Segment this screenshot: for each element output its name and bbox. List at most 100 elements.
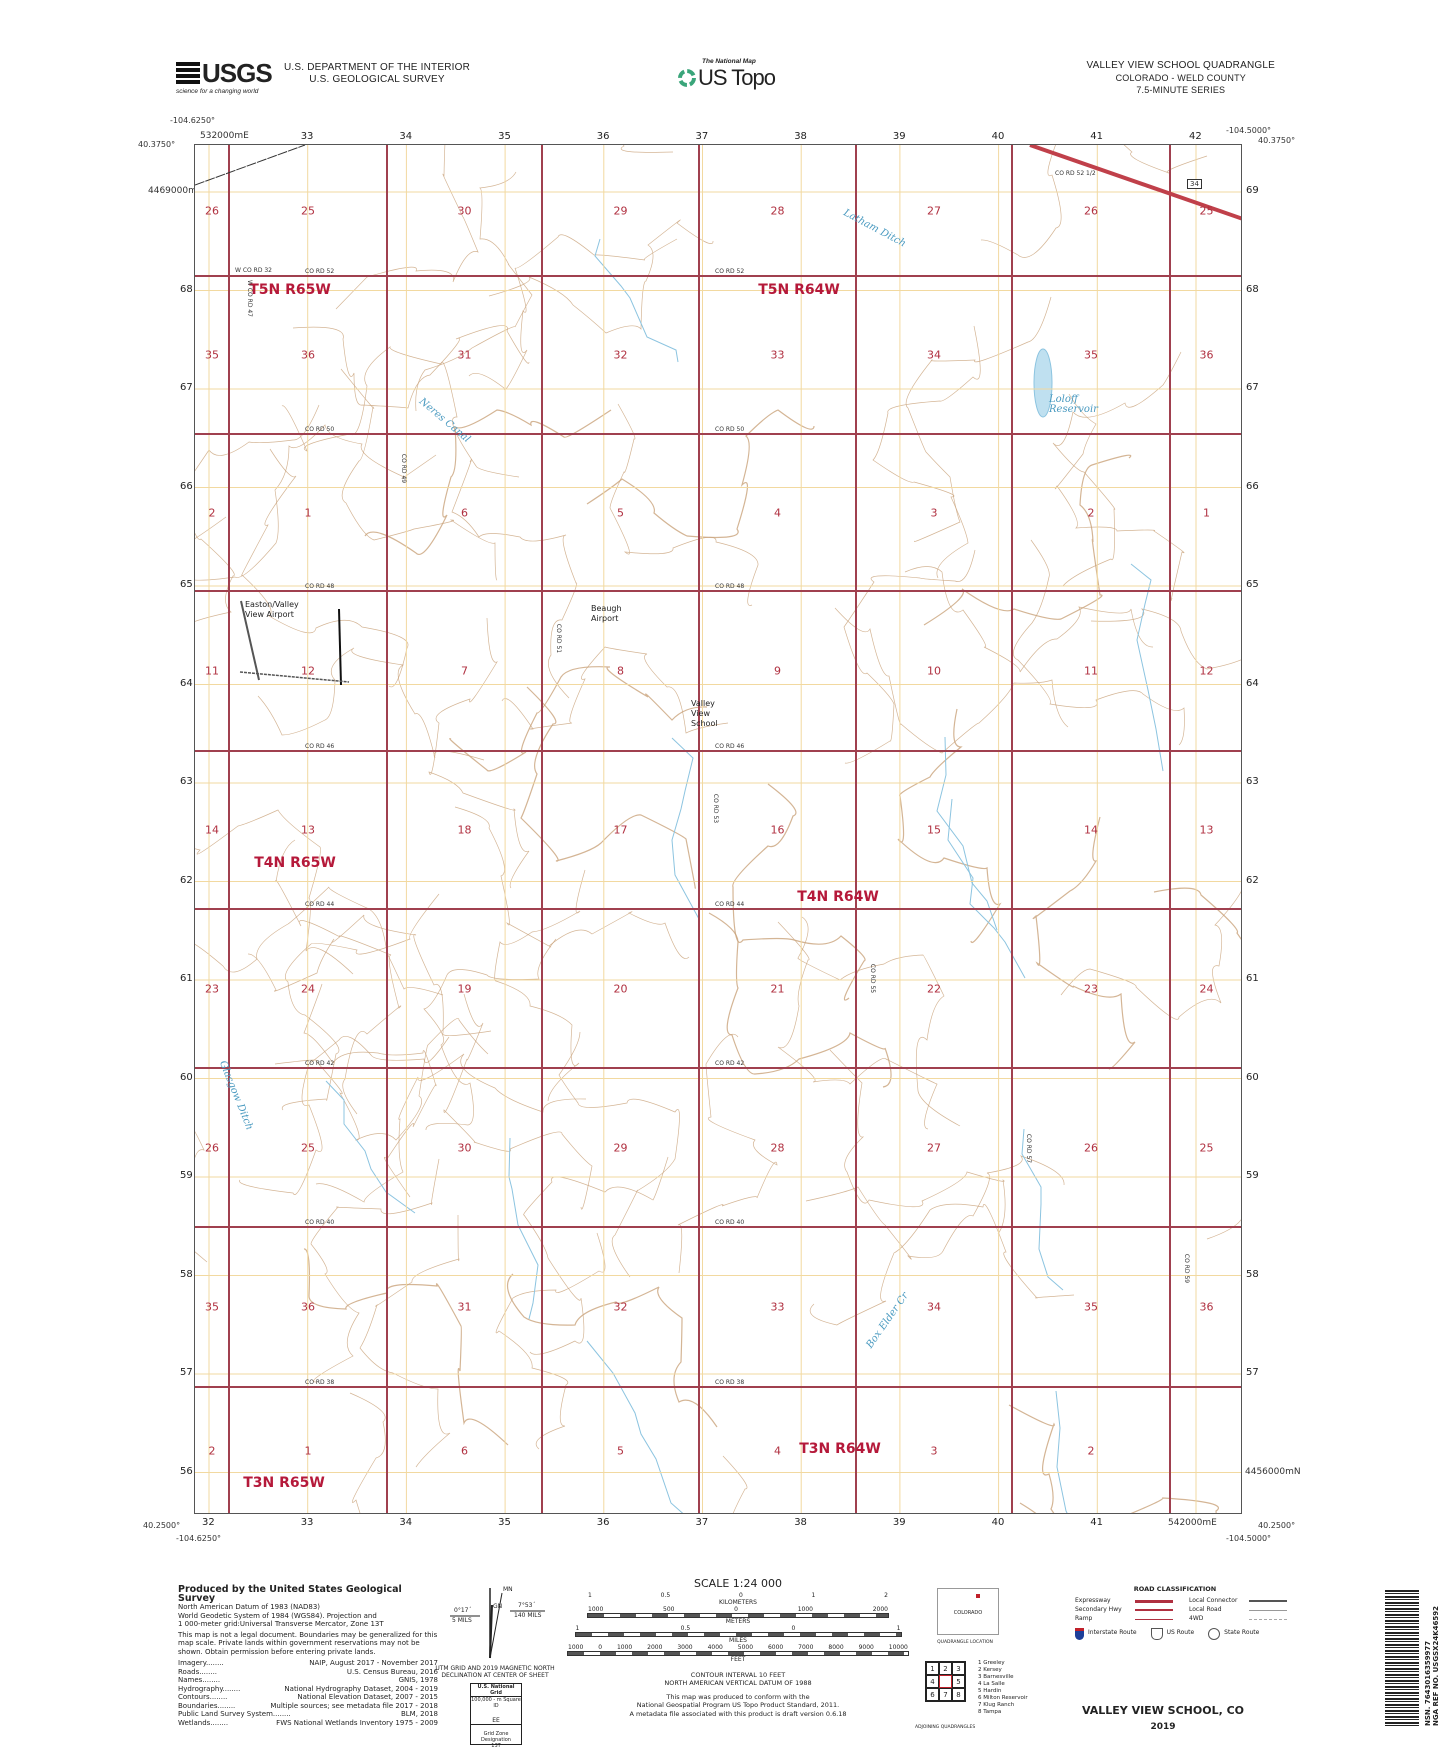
credit-item: Public Land Survey System........ [178,1710,291,1718]
easting-tick-bottom: 39 [892,1517,906,1528]
road-label: CO RD 42 [305,1060,335,1067]
adjoining-cell: 3 [952,1662,965,1675]
stream-line [1130,563,1164,772]
contour-line [364,409,612,555]
adjoining-cell: 4 [926,1675,939,1688]
credit-source: National Hydrography Dataset, 2004 - 201… [284,1684,438,1693]
section-number: 34 [927,1300,941,1314]
school-label: Valley View School [691,699,718,728]
easting-tick-bottom: 37 [695,1517,709,1528]
contour-line [797,916,961,1127]
contour-line [454,806,690,959]
section-number: 33 [770,1300,785,1314]
contour-line [805,1155,1065,1260]
legend-us-route: US Route [1166,1629,1195,1637]
se-longitude: -104.5000° [1226,1534,1272,1543]
contour-line [506,1273,718,1428]
easting-tick-top: 36 [596,131,610,142]
adjoining-cell: 1 [926,1662,939,1675]
section-number: 36 [1199,1300,1214,1314]
northing-tick-left: 61 [180,973,193,984]
credit-row: Hydrography........ National Hydrography … [178,1685,438,1694]
contour-line [335,145,479,310]
datum-line: World Geodetic System of 1984 (WGS84). P… [178,1611,377,1620]
contour-line [1013,539,1185,746]
topographic-map[interactable]: 26 25 30 29 28 27 26 25 35 36 31 32 33 34 35 36 2 1 6 5 4 3 2 1… [194,144,1242,1514]
northing-tick-left: 59 [180,1170,193,1181]
credit-row: Names........ GNIS, 1978 [178,1676,438,1685]
section-number: 25 [1199,204,1214,217]
easting-tick-top: 41 [1090,131,1104,142]
section-number: 25 [1199,1141,1214,1154]
sw-latitude: 40.2500° [143,1521,181,1530]
credit-row: Wetlands........ FWS National Wetlands In… [178,1719,438,1728]
section-number: 17 [613,823,628,837]
scale-unit: KILOMETERS [719,1598,757,1606]
section-number: 11 [205,664,219,678]
road-label: CO RD 38 [715,1379,745,1386]
easting-tick-top: 34 [399,131,413,142]
credit-source: GNIS, 1978 [398,1676,438,1684]
contour-line [501,646,729,734]
northing-tick-right: 68 [1246,283,1259,295]
section-number: 36 [1199,348,1214,362]
section-number: 6 [461,506,468,519]
section-number: 13 [1199,823,1214,837]
legend-secondary: Secondary Hwy [1075,1605,1122,1613]
easting-tick-bottom: 41 [1090,1517,1104,1528]
contour-line [468,234,678,390]
easting-last-label: 542000mE [1168,1518,1217,1528]
section-number: 25 [301,1141,315,1154]
scale-bars: 1 0.5 0 1 2 KILOMETERS 1000 500 0 1000 2000 METERS 1… [548,1592,928,1663]
adjoining-quad-list: 1 Greeley 2 Kersey 3 Barnesville 4 La Salle… [978,1660,1028,1716]
township-label: T3N R65W [243,1475,325,1491]
easton-runway [240,600,260,681]
scale-tick: 0 [738,1591,743,1599]
contour-line [1090,608,1241,670]
credit-source: BLM, 2018 [400,1710,438,1718]
contour-line [1153,887,1241,940]
grid-mils: 5 MILS [452,1617,472,1624]
state-county: COLORADO - WELD COUNTY [1115,73,1246,83]
section-number: 3 [930,1444,938,1458]
adjoining-quad-name: 1 Greeley [978,1660,1005,1666]
section-number: 26 [1084,1141,1098,1154]
standard-line: National Geospatial Program US Topo Prod… [636,1701,840,1709]
north-arrow-icon [450,1588,545,1659]
stream-line [594,238,679,363]
section-number: 18 [457,823,472,837]
contour-line [558,1031,680,1278]
declination-diagram: MN GN 0°17´ 5 MILS 7°53´ 140 MILS UTM GR… [435,1583,554,1749]
contour-line [620,145,674,153]
easting-tick-top: 38 [794,131,807,142]
section-number: 16 [770,823,785,837]
adjoining-quad-name: 2 Kersey [978,1667,1002,1673]
se-latitude: 40.2500° [1258,1521,1296,1530]
scale-tick: 1000 [568,1643,584,1651]
state-label: COLORADO [953,1610,983,1616]
easting-first-label: 532000mE [200,131,249,141]
square-id: EE [471,1717,521,1725]
adjoining-cell: 5 [952,1675,965,1688]
road-label: CO RD 55 [869,963,877,994]
credit-item: Hydrography........ [178,1684,241,1693]
section-number: 5 [617,1444,624,1458]
road-label: CO RD 57 [1025,1133,1033,1164]
township-label: T5N R65W [249,282,331,298]
usgs-wordmark: USGS [202,58,273,88]
contour-line [609,403,759,606]
contour-line [241,448,409,688]
contour-line [923,454,1132,626]
scale-block: SCALE 1:24 000 1 0.5 0 1 2 KILOMETERS 1000 500 0… [548,1578,928,1718]
contour-line [1054,393,1185,601]
nw-latitude: 40.3750° [138,140,176,149]
section-number: 33 [770,348,785,362]
contour-line [829,1049,1006,1235]
contour-line [281,893,440,1111]
national-map-label: The National Map [702,58,756,65]
contour-line [428,617,530,889]
scale-tick: 1 [896,1624,901,1632]
contour-line [1052,351,1182,587]
nw-longitude: -104.6250° [170,116,216,125]
northing-tick-left: 56 [180,1465,193,1477]
